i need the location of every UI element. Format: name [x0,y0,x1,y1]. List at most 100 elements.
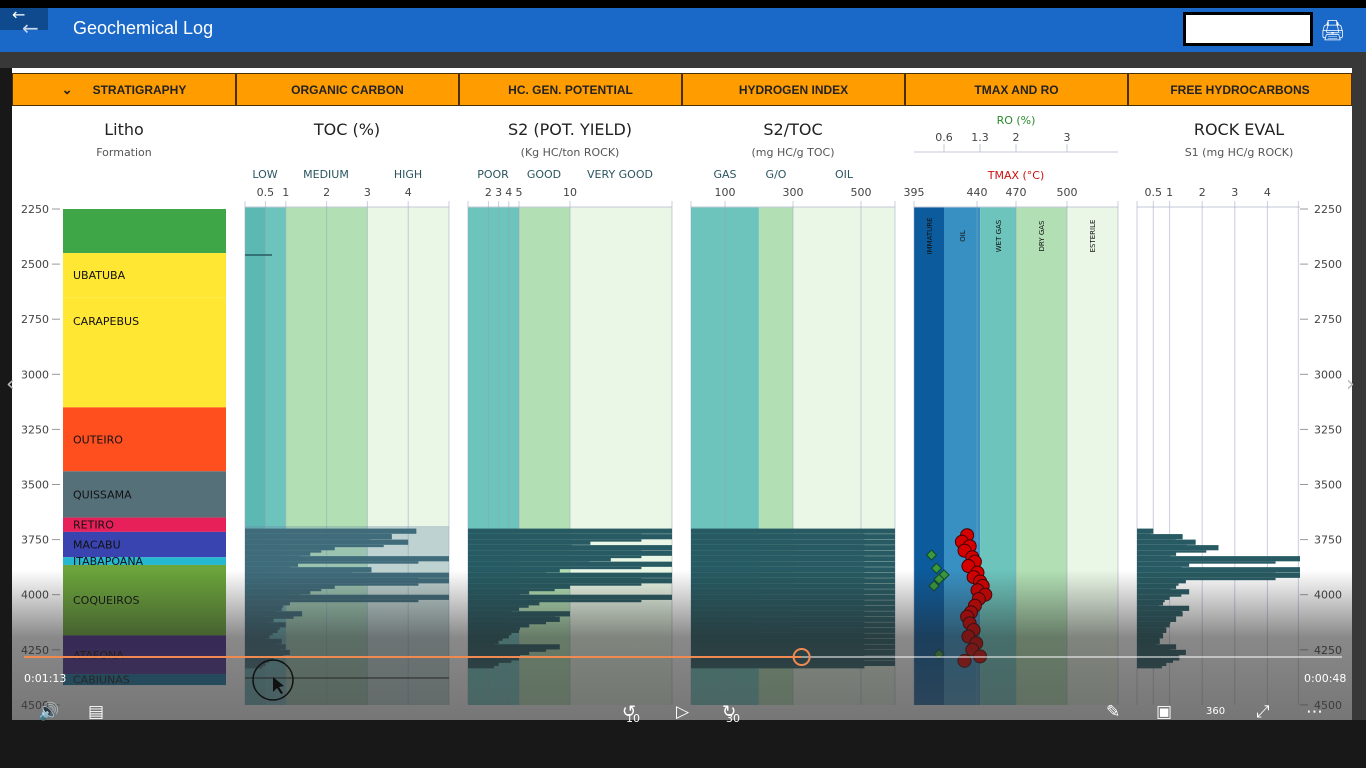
tmax-zone-label: DRY GAS [1038,220,1046,252]
s2-tick-label: 4 [505,186,512,199]
miniplayer-icon[interactable]: ▣ [1156,702,1173,722]
depth-tick-label-right: 2500 [1314,258,1342,271]
s1-bar [1137,545,1219,551]
hi-bar [691,545,895,551]
depth-tick-label-left: 2250 [21,203,49,216]
toc-bar [245,534,392,540]
search-input[interactable] [1183,12,1313,46]
toc-bar [245,561,299,567]
s2-zone-very-good: VERY GOOD [587,168,653,181]
more-icon[interactable]: ⋯ [1306,702,1323,722]
tab-hydrogen-index[interactable]: HYDROGEN INDEX [682,73,905,106]
hi-zone-go: G/O [765,168,787,181]
s1-bar [1137,567,1300,573]
s2-zone-good: GOOD [526,168,562,181]
rewind-label: 10 [626,712,640,725]
progress-thumb[interactable] [792,648,811,666]
previous-arrow-icon[interactable]: ‹ [6,372,15,397]
s2-tick-label: 10 [563,186,577,199]
remaining-time: 0:00:48 [1304,672,1347,685]
tab-free-hydrocarbons[interactable]: FREE HYDROCARBONS [1128,73,1352,106]
ro-title: RO (%) [996,114,1036,127]
volume-icon[interactable]: 🔊 [38,702,60,722]
s2-tick-label: 5 [516,186,523,199]
depth-tick-label-left: 3750 [21,534,49,547]
toc-tick-label: 0.5 [257,186,275,199]
toc-bar [245,567,372,573]
back-icon[interactable]: ← [0,7,48,30]
tab-hc-gen-potential[interactable]: HC. GEN. POTENTIAL [459,73,682,106]
toc-tick-label: 2 [323,186,330,199]
hi-zone-oil: OIL [834,168,854,181]
depth-tick-label-right: 3750 [1314,534,1342,547]
play-button[interactable]: ▷ [676,702,690,722]
tmax-tick-label: 395 [904,186,925,199]
exit-fullscreen-icon[interactable]: ⤢ [1256,702,1270,722]
s2-bar [468,567,560,573]
hi-zone-gas: GAS [713,168,737,181]
hi-title: S2/TOC [763,120,823,139]
s1-bar [1137,528,1154,534]
toc-tick-label: 3 [364,186,371,199]
toc-bar [245,550,311,556]
s2-subtitle: (Kg HC/ton ROCK) [520,146,620,159]
formation-label: OUTEIRO [73,433,123,446]
formation-label: UBATUBA [73,269,126,282]
depth-tick-label-right: 3250 [1314,423,1342,436]
depth-tick-label-left: 2750 [21,313,49,326]
vr-360-icon[interactable]: 360 [1206,706,1226,717]
captions-icon[interactable]: ▤ [88,702,105,722]
tmax-tick-label: 440 [967,186,988,199]
depth-tick-label-left: 3250 [21,423,49,436]
depth-tick-label-right: 3500 [1314,479,1342,492]
toc-bar [245,545,335,551]
tmax-zone-label: WET GAS [995,219,1003,252]
hi-bar [691,539,895,545]
tab-stratigraphy[interactable]: ⌄ STRATIGRAPHY [12,73,236,106]
s1-subtitle: S1 (mg HC/g ROCK) [1184,146,1294,159]
depth-tick-label-left: 2500 [21,258,49,271]
formation-label: MACABU [73,539,121,552]
litho-title: Litho [104,120,144,139]
s2-bar [468,528,672,534]
toc-zone-medium: MEDIUM [303,168,349,181]
hi-bar [691,550,895,556]
s2-bar [468,545,672,551]
s2-bar [468,539,591,545]
tab-tmax-ro[interactable]: TMAX AND RO [905,73,1128,106]
formation-retiro [63,517,226,532]
tmax-zone-label: OIL [959,230,967,242]
s1-bar [1137,561,1190,567]
hi-bar [691,534,895,540]
print-icon[interactable]: 🖨 [1320,18,1346,42]
tmax-tick-label: 470 [1006,186,1027,199]
formation-label: ITABAPOANA [73,555,144,568]
depth-tick-label-left: 3500 [21,479,49,492]
s1-tick-label: 4 [1264,186,1271,199]
formation-carapebus [63,297,226,408]
forward-button[interactable]: ↻ 30 [722,702,740,725]
litho-subtitle: Formation [96,146,152,159]
pencil-icon[interactable]: ✎ [1106,702,1121,722]
s1-title: ROCK EVAL [1193,120,1285,139]
app-bar [0,8,1366,52]
toc-bar [245,556,449,562]
ro-tick-label: 3 [1064,131,1071,144]
depth-tick-label-right: 2750 [1314,313,1342,326]
toc-zone-high: HIGH [393,168,423,181]
s1-tick-label: 0.5 [1145,186,1163,199]
next-arrow-icon[interactable]: › [1346,372,1355,397]
s1-bar [1137,534,1183,540]
tab-organic-carbon[interactable]: ORGANIC CARBON [236,73,459,106]
tmax-zone-label: ESTERILE [1089,220,1097,253]
back-button[interactable]: ← [22,16,39,40]
formation-label: CARAPEBUS [73,315,139,328]
s2-zone-poor: POOR [477,168,509,181]
rewind-button[interactable]: ↺ 10 [622,702,640,725]
hi-bar [691,561,895,567]
elapsed-time: 0:01:13 [24,672,67,685]
depth-tick-label-right: 3000 [1314,368,1342,381]
toc-tick-label: 4 [405,186,412,199]
ro-tick-label: 0.6 [935,131,953,144]
